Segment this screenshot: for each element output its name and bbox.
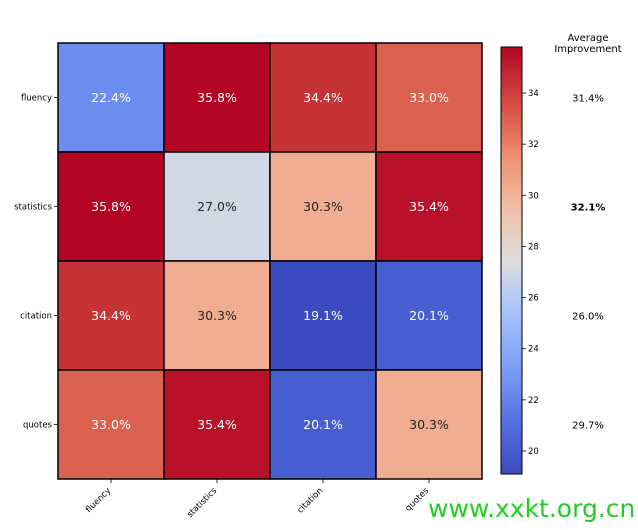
cell-value-label: 33.0%: [91, 417, 131, 432]
heatmap-cells: 22.4% 35.8% 34.4% 33.0% 35.8% 27.0% 30.3% 35.4%…: [57, 42, 483, 480]
colorbar-tick-label: 30: [528, 191, 539, 201]
heatmap-cell: [163, 260, 271, 371]
heatmap-cell: [57, 42, 165, 153]
cell-value-label: 22.4%: [91, 90, 131, 105]
y-tick-label: quotes: [23, 421, 53, 431]
watermark-text: www.xxkt.org.cn: [428, 494, 636, 523]
colorbar-tick-label: 26: [528, 294, 539, 304]
cell-value-label: 30.3%: [409, 417, 449, 432]
colorbar-ticks: 20 22 24 26 28 30 32 34: [522, 89, 539, 457]
colorbar-tick-label: 28: [528, 242, 539, 252]
cell-value-label: 35.8%: [91, 199, 131, 214]
row-labels: fluency statistics citation quotes: [14, 94, 58, 431]
cell-value-label: 20.1%: [409, 308, 449, 323]
heatmap-cell: [375, 260, 483, 371]
column-labels: fluency statistics citation quotes: [84, 479, 432, 520]
x-tick-label: fluency: [84, 486, 113, 515]
cell-value-label: 34.4%: [303, 90, 343, 105]
y-tick-label: citation: [20, 312, 52, 322]
average-improvement-label: 29.7%: [572, 421, 604, 432]
cell-value-label: 35.4%: [197, 417, 237, 432]
colorbar-tick-label: 22: [528, 396, 539, 406]
average-improvement-labels: 31.4% 32.1% 26.0% 29.7%: [571, 94, 606, 432]
colorbar-tick-label: 20: [528, 447, 539, 457]
colorbar: [500, 46, 523, 475]
cell-value-label: 20.1%: [303, 417, 343, 432]
cell-value-label: 19.1%: [303, 308, 343, 323]
heatmap-cell: [163, 42, 271, 153]
cell-value-label: 27.0%: [197, 199, 237, 214]
side-column-title-line2: Improvement: [554, 44, 621, 55]
colorbar-tick-label: 34: [528, 89, 539, 99]
average-improvement-label: 26.0%: [572, 312, 604, 323]
heatmap-cell: [375, 151, 483, 262]
cell-value-label: 30.3%: [197, 308, 237, 323]
colorbar-tick-label: 24: [528, 345, 539, 355]
heatmap-cell: [163, 151, 271, 262]
heatmap-cell: [163, 369, 271, 480]
cell-value-label: 35.8%: [197, 90, 237, 105]
heatmap-cell: [375, 42, 483, 153]
side-column-title-line1: Average: [567, 33, 608, 44]
x-tick-label: citation: [296, 486, 326, 516]
colorbar-tick-label: 32: [528, 140, 539, 150]
x-tick-label: statistics: [185, 486, 219, 520]
heatmap-cell: [269, 42, 377, 153]
cell-value-label: 34.4%: [91, 308, 131, 323]
average-improvement-label: 31.4%: [572, 94, 604, 105]
y-tick-label: fluency: [21, 94, 52, 104]
cell-value-label: 30.3%: [303, 199, 343, 214]
y-tick-label: statistics: [14, 203, 52, 213]
cell-value-label: 33.0%: [409, 90, 449, 105]
heatmap-cell: [375, 369, 483, 480]
cell-value-label: 35.4%: [409, 199, 449, 214]
average-improvement-label: 32.1%: [571, 203, 606, 214]
